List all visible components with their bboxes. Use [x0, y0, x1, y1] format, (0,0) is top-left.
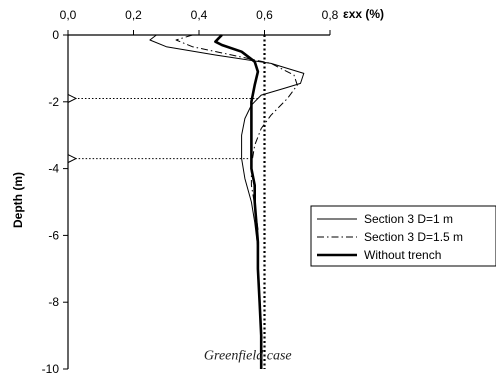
x-tick-label: 0,4: [191, 8, 208, 22]
y-tick-label: 0: [52, 28, 59, 42]
y-tick-label: -6: [48, 228, 59, 242]
y-ticks: 0 -2 -4 -6 -8 -10: [42, 28, 68, 374]
x-axis-label: εxx (%): [343, 7, 384, 21]
y-tick-label: -10: [42, 362, 60, 374]
y-tick-label: -2: [48, 95, 59, 109]
legend-label-section3-d1: Section 3 D=1 m: [364, 212, 453, 226]
y-tick-label: -4: [48, 162, 59, 176]
legend-label-section3-d15: Section 3 D=1.5 m: [364, 230, 463, 244]
x-tick-label: 0,6: [256, 8, 273, 22]
series-group: [149, 34, 305, 369]
y-axis-label: Depth (m): [11, 172, 25, 228]
legend: Section 3 D=1 m Section 3 D=1.5 m Withou…: [310, 205, 496, 267]
series-section3-d1: [149, 34, 305, 279]
y-tick-label: -8: [48, 295, 59, 309]
series-without-trench: [214, 34, 263, 369]
legend-label-without-trench: Without trench: [364, 248, 441, 262]
series-section3-d15: [175, 34, 298, 279]
x-tick-label: 0,2: [125, 8, 142, 22]
x-tick-label: 0,8: [322, 8, 339, 22]
x-tick-label: 0,0: [60, 8, 77, 22]
greenfield-annotation: Greenfield case: [204, 349, 292, 364]
arrow-group: [76, 98, 258, 158]
x-ticks: 0,0 0,2 0,4 0,6 0,8: [60, 8, 339, 35]
